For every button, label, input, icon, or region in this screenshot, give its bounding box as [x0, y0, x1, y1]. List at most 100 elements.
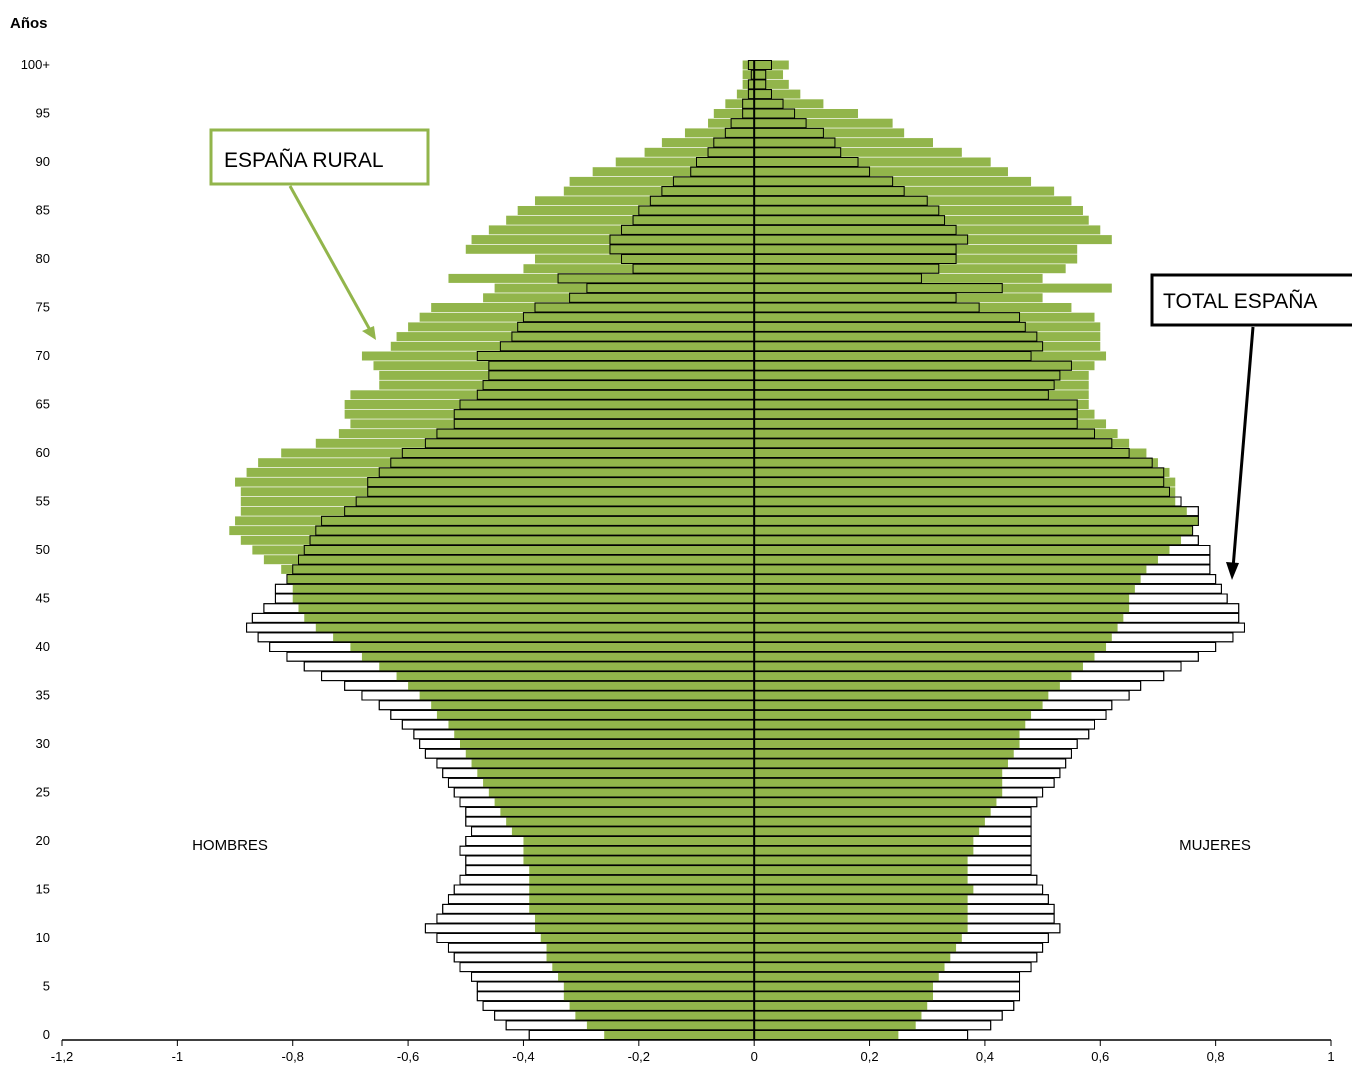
rural-male-bar — [281, 448, 755, 458]
rural-male-bar — [235, 516, 755, 526]
rural-female-bar — [754, 526, 1193, 536]
rural-female-bar — [754, 991, 933, 1001]
rural-male-bar — [529, 904, 755, 914]
y-tick-label: 35 — [36, 688, 50, 703]
rural-female-bar — [754, 89, 801, 99]
rural-female-bar — [754, 138, 933, 148]
x-tick-label: 0,6 — [1091, 1049, 1109, 1064]
rural-female-bar — [754, 952, 951, 962]
rural-female-bar — [754, 642, 1107, 652]
rural-female-bar — [754, 312, 1095, 322]
x-tick-label: 0,4 — [976, 1049, 994, 1064]
y-tick-label: 20 — [36, 833, 50, 848]
rural-male-bar — [408, 681, 755, 691]
rural-male-bar — [742, 70, 755, 80]
rural-male-bar — [563, 186, 755, 196]
rural-male-bar — [235, 477, 755, 487]
y-tick-label: 75 — [36, 300, 50, 315]
rural-female-bar — [754, 564, 1147, 574]
rural-female-bar — [754, 788, 1003, 797]
rural-male-bar — [529, 894, 755, 904]
rural-female-bar — [754, 409, 1095, 419]
rural-female-bar — [754, 661, 1083, 671]
rural-female-bar — [754, 768, 1003, 778]
rural-male-bar — [523, 836, 755, 846]
rural-female-bar — [754, 196, 1072, 206]
rural-male-bar — [379, 661, 755, 671]
rural-male-bar — [448, 273, 755, 283]
rural-male-bar — [436, 710, 755, 720]
y-axis-ticks: 0 5 10 15 20 25 30 35 40 45 50 55 60 65 70 75 80 85 90 95 10… — [21, 57, 50, 1042]
rural-male-bar — [281, 564, 755, 574]
rural-female-bar — [754, 797, 997, 807]
x-tick-label: -0,2 — [628, 1049, 650, 1064]
y-tick-label: 90 — [36, 154, 50, 169]
rural-male-bar — [725, 99, 755, 109]
rural-male-bar — [506, 817, 755, 827]
rural-female-bar — [754, 487, 1176, 497]
rural-female-bar — [754, 264, 1066, 274]
rural-male-bar — [592, 167, 755, 177]
rural-female-bar — [754, 652, 1095, 662]
x-tick-label: -0,8 — [282, 1049, 304, 1064]
rural-female-bar — [754, 118, 893, 128]
rural-male-bar — [240, 535, 755, 545]
rural-female-bar — [754, 836, 974, 846]
rural-male-bar — [494, 283, 755, 293]
rural-female-bar — [754, 720, 1026, 730]
x-tick-label: 0,8 — [1207, 1049, 1225, 1064]
rural-male-bar — [483, 778, 755, 788]
rural-male-bar — [396, 671, 755, 681]
rural-male-bar — [523, 264, 755, 274]
y-tick-label: 85 — [36, 203, 50, 218]
rural-male-bar — [488, 788, 755, 797]
rural-female-bar — [754, 293, 1043, 303]
y-tick-label: 45 — [36, 591, 50, 606]
rural-male-bar — [523, 846, 755, 856]
rural-male-bar — [465, 749, 755, 759]
x-tick-label: -0,6 — [397, 1049, 419, 1064]
rural-female-bar — [754, 855, 968, 865]
rural-male-bar — [523, 855, 755, 865]
rural-female-bar — [754, 1020, 916, 1030]
rural-annotation-box — [209, 128, 430, 186]
rural-male-bar — [569, 1001, 755, 1011]
rural-male-bar — [534, 196, 755, 206]
rural-male-bar — [615, 157, 755, 167]
rural-male-bar — [529, 875, 755, 885]
rural-female-bar — [754, 904, 968, 914]
rural-female-bar — [754, 933, 962, 943]
rural-male-bar — [569, 176, 755, 186]
rural-male-bar — [534, 914, 755, 924]
rural-female-bar — [754, 555, 1158, 565]
rural-male-bar — [575, 1011, 755, 1021]
rural-female-bar — [754, 623, 1118, 633]
rural-male-bar — [540, 933, 755, 943]
rural-male-bar — [361, 652, 755, 662]
rural-female-bar — [754, 923, 968, 933]
rural-female-bar — [754, 729, 1020, 739]
rural-female-bar — [754, 332, 1101, 342]
rural-male-bar — [563, 991, 755, 1001]
rural-female-bar — [754, 613, 1124, 623]
rural-male-bar — [373, 361, 755, 371]
rural-male-bar — [396, 332, 755, 342]
x-tick-label: 1 — [1327, 1049, 1334, 1064]
rural-male-bar — [240, 487, 755, 497]
rural-female-bar — [754, 322, 1101, 332]
rural-female-bar — [754, 778, 1003, 788]
rural-male-bar — [408, 322, 755, 332]
rural-male-bar — [534, 254, 755, 264]
rural-male-bar — [240, 506, 755, 516]
rural-female-bar — [754, 467, 1170, 477]
rural-female-bar — [754, 914, 968, 924]
rural-male-bar — [315, 438, 755, 448]
rural-female-bar — [754, 885, 974, 894]
total-arrowhead-icon — [1226, 562, 1239, 580]
left-side-label: HOMBRES — [192, 837, 268, 854]
rural-male-bar — [379, 370, 755, 380]
rural-male-bar — [390, 341, 755, 351]
y-tick-label: 0 — [43, 1027, 50, 1042]
rural-male-bar — [558, 972, 755, 982]
rural-male-bar — [477, 768, 755, 778]
